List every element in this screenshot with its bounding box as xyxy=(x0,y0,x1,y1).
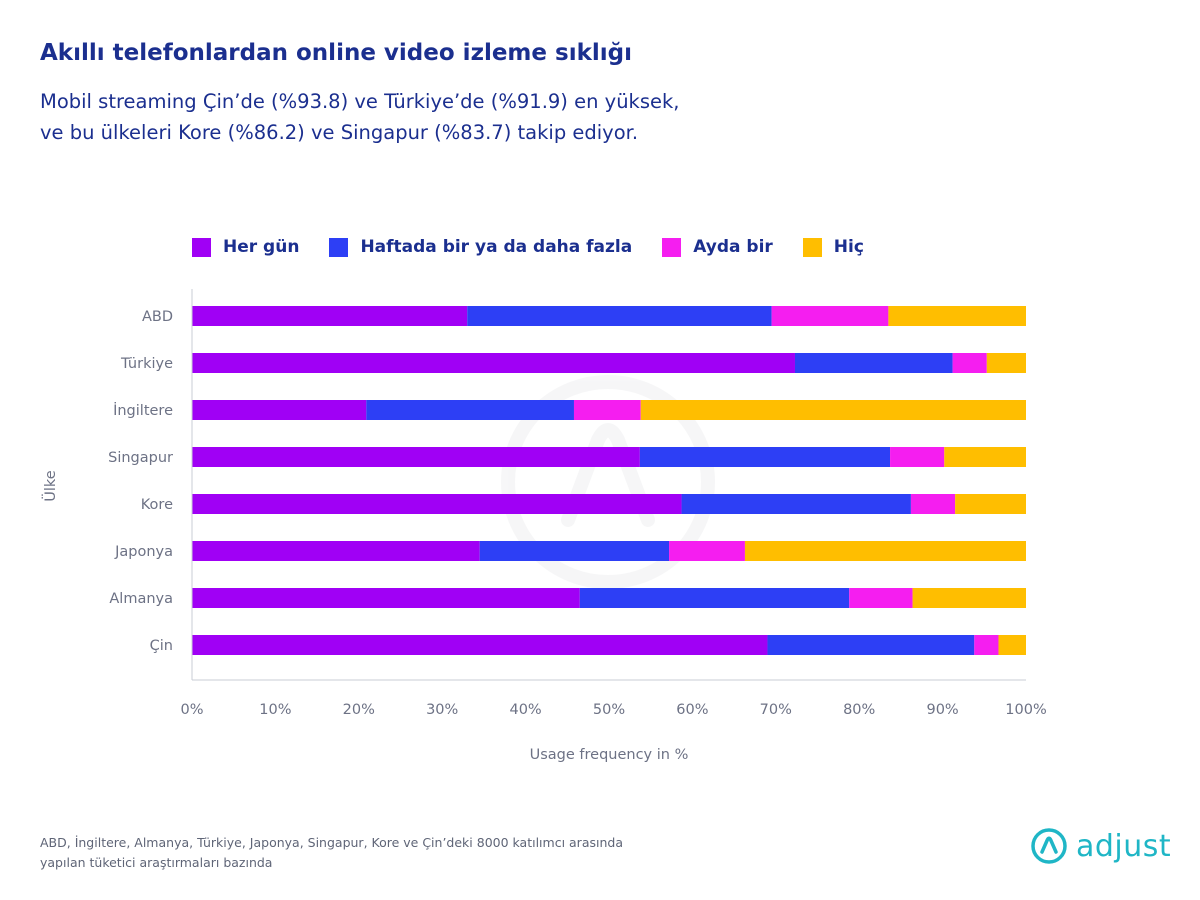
legend-label-monthly: Ayda bir xyxy=(693,237,773,257)
chart-subtitle: Mobil streaming Çin’de (%93.8) ve Türkiy… xyxy=(40,86,800,148)
y-tick-label: Singapur xyxy=(108,450,173,466)
legend-label-daily: Her gün xyxy=(223,237,300,257)
footnote-line-2: yapılan tüketici araştırmaları bazında xyxy=(40,855,273,870)
legend-item-monthly: Ayda bir xyxy=(662,237,773,257)
bars-layer xyxy=(192,306,1026,655)
bar-segment xyxy=(912,588,1026,608)
adjust-logo-icon xyxy=(1031,828,1067,864)
x-tick-label: 50% xyxy=(593,702,625,718)
legend-item-weekly: Haftada bir ya da daha fazla xyxy=(329,237,632,257)
legend-label-weekly: Haftada bir ya da daha fazla xyxy=(360,237,633,257)
bar-segment xyxy=(955,494,1026,514)
legend-label-never: Hiç xyxy=(833,237,864,257)
legend-swatch-never xyxy=(802,237,822,257)
x-tick-label: 40% xyxy=(509,702,541,718)
bar-segment xyxy=(639,447,891,467)
bar-segment xyxy=(192,353,795,373)
x-tick-label: 20% xyxy=(343,702,375,718)
bar-segment xyxy=(479,541,670,561)
footnote: ABD, İngiltere, Almanya, Türkiye, Japony… xyxy=(40,833,623,873)
bar-segment xyxy=(192,306,468,326)
bar-segment xyxy=(192,588,580,608)
y-tick-label: Çin xyxy=(150,638,173,654)
bar-segment xyxy=(986,353,1026,373)
legend-item-never: Hiç xyxy=(802,237,864,257)
adjust-logo: adjust xyxy=(1030,827,1171,865)
bar-segment xyxy=(467,306,772,326)
footnote-line-1: ABD, İngiltere, Almanya, Türkiye, Japony… xyxy=(40,835,623,850)
y-tick-label: Türkiye xyxy=(120,356,173,372)
bar-segment xyxy=(579,588,850,608)
bar-segment xyxy=(849,588,913,608)
chart-legend: Her gün Haftada bir ya da daha fazla Ayd… xyxy=(192,237,894,257)
y-tick-label: ABD xyxy=(142,309,173,325)
y-tick-label: İngiltere xyxy=(113,401,173,419)
bar-segment xyxy=(192,447,640,467)
axes-layer: 0% 10% 20% 30% 40% 50% 60% 70% 80% 90% 100% ABD Türk… xyxy=(108,289,1047,718)
chart-title: Akıllı telefonlardan online video izleme… xyxy=(40,40,632,66)
bar-segment xyxy=(974,635,999,655)
x-tick-label: 30% xyxy=(426,702,458,718)
legend-swatch-weekly xyxy=(329,237,349,257)
bar-segment xyxy=(944,447,1026,467)
y-tick-label: Japonya xyxy=(114,544,173,560)
bar-segment xyxy=(998,635,1026,655)
bar-segment xyxy=(771,306,889,326)
bar-segment xyxy=(192,635,768,655)
x-tick-label: 10% xyxy=(259,702,291,718)
x-tick-label: 70% xyxy=(760,702,792,718)
bar-segment xyxy=(681,494,911,514)
bar-segment xyxy=(744,541,1026,561)
bar-segment xyxy=(888,306,1026,326)
legend-item-daily: Her gün xyxy=(192,237,299,257)
bar-segment xyxy=(192,494,682,514)
bar-segment xyxy=(890,447,945,467)
bar-segment xyxy=(573,400,641,420)
subtitle-line-2: ve bu ülkeleri Kore (%86.2) ve Singapur … xyxy=(40,121,639,144)
stacked-bar-chart: 0% 10% 20% 30% 40% 50% 60% 70% 80% 90% 100% ABD Türk… xyxy=(41,289,1047,763)
x-tick-label: 0% xyxy=(180,702,203,718)
logo-text: adjust xyxy=(1076,828,1172,864)
bar-segment xyxy=(366,400,574,420)
x-tick-label: 60% xyxy=(676,702,708,718)
bar-segment xyxy=(910,494,956,514)
bar-segment xyxy=(640,400,1026,420)
x-tick-label: 80% xyxy=(843,702,875,718)
bar-segment xyxy=(767,635,975,655)
bar-segment xyxy=(952,353,987,373)
y-tick-label: Kore xyxy=(141,497,173,513)
x-tick-label: 100% xyxy=(1005,702,1046,718)
watermark-logo-icon xyxy=(501,375,715,589)
y-tick-label: Almanya xyxy=(109,591,173,607)
x-axis-title: Usage frequency in % xyxy=(530,747,689,763)
bar-segment xyxy=(192,400,367,420)
bar-segment xyxy=(192,541,480,561)
bar-segment xyxy=(669,541,745,561)
subtitle-line-1: Mobil streaming Çin’de (%93.8) ve Türkiy… xyxy=(40,90,680,113)
legend-swatch-daily xyxy=(192,237,211,257)
x-tick-label: 90% xyxy=(926,702,958,718)
y-axis-title: Ülke xyxy=(41,470,59,502)
bar-segment xyxy=(794,353,953,373)
legend-swatch-monthly xyxy=(662,237,682,257)
